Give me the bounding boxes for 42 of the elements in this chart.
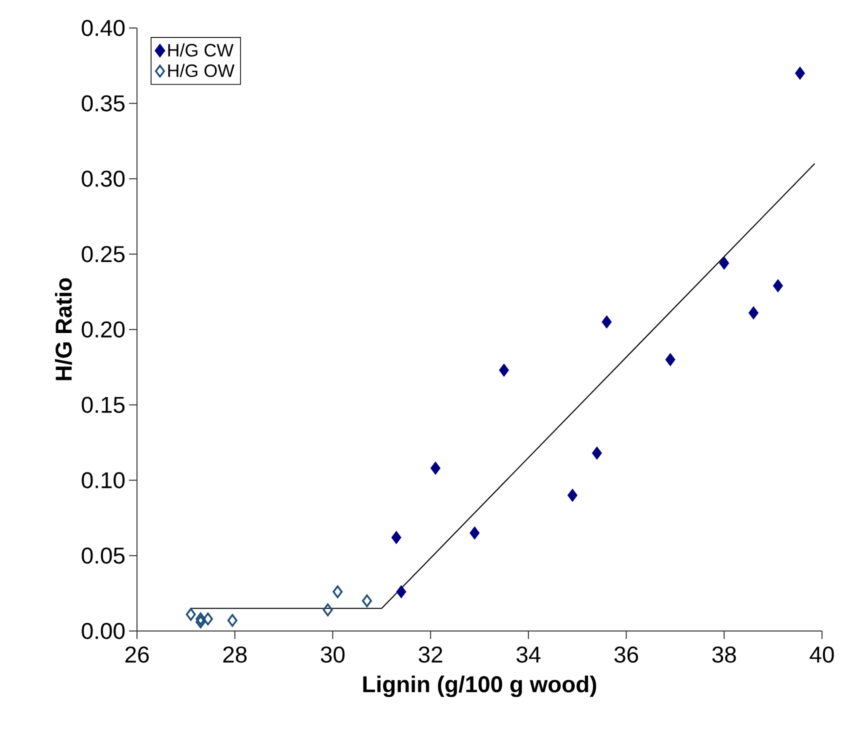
x-tick-label: 26 <box>125 646 149 663</box>
point <box>430 462 441 475</box>
point <box>567 488 578 502</box>
point <box>592 446 602 460</box>
x-tick-label: 32 <box>418 646 442 663</box>
x-tick-label: 30 <box>320 646 345 663</box>
point <box>332 585 343 598</box>
y-axis-title: H/G Ratio <box>54 278 72 380</box>
x-axis-title: Lignin (g/100 g wood) <box>363 676 596 698</box>
point <box>470 526 480 540</box>
point <box>196 616 206 628</box>
y-tick-label: 0.40 <box>82 20 125 36</box>
point <box>202 612 213 626</box>
point <box>391 530 402 544</box>
y-tick-label: 0.35 <box>82 95 125 112</box>
x-tick-label: 38 <box>712 646 736 663</box>
point <box>362 594 372 608</box>
y-tick-label: 0.30 <box>82 170 125 187</box>
x-tick-label: 36 <box>614 646 638 663</box>
point <box>196 612 206 626</box>
point <box>748 306 759 320</box>
point <box>396 585 406 598</box>
point <box>498 364 510 377</box>
point <box>602 315 612 329</box>
legend-label: H/G OW <box>168 64 234 78</box>
x-tick-label: 40 <box>810 646 834 663</box>
y-tick-label: 0.05 <box>82 548 125 564</box>
x-tick-label: 28 <box>223 646 247 663</box>
legend-label: H/G CW <box>168 43 234 57</box>
y-tick-label: 0.15 <box>82 396 125 413</box>
point <box>186 608 196 621</box>
x-tick-label: 34 <box>516 646 541 663</box>
point <box>227 614 238 627</box>
point <box>719 256 730 270</box>
y-tick-label: 0.10 <box>82 472 125 488</box>
point <box>772 279 784 292</box>
y-tick-label: 0.20 <box>82 321 125 338</box>
point <box>665 352 676 366</box>
y-tick-label: 0.25 <box>82 246 125 262</box>
y-tick-label: 0.00 <box>82 622 125 640</box>
point <box>794 66 806 80</box>
point <box>322 604 333 616</box>
